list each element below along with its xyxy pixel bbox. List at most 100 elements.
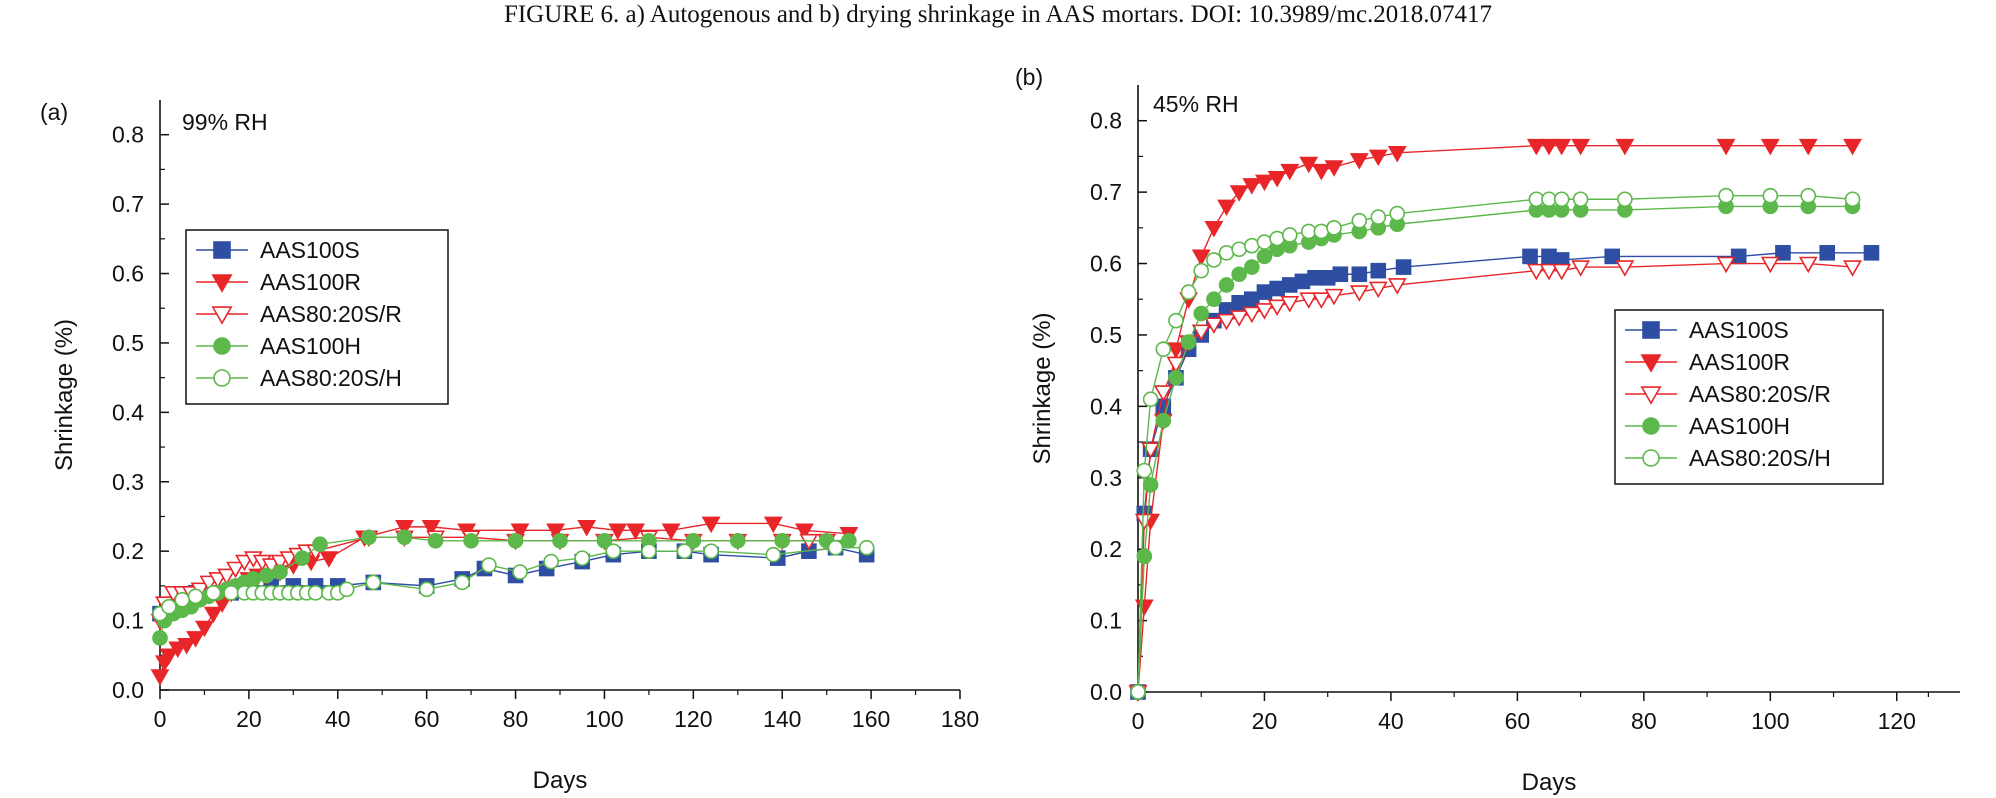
data-point (1229, 185, 1249, 202)
data-point (1242, 306, 1262, 324)
legend: AAS100S AAS100R AAS80:20S/R AAS100H AAS80:20… (185, 229, 449, 405)
x-tick-label: 40 (325, 706, 351, 732)
data-point (1718, 187, 1734, 204)
data-point (626, 523, 645, 541)
data-point (294, 550, 311, 566)
data-point (1313, 223, 1330, 240)
panel-label: (a) (40, 99, 68, 125)
data-point (150, 669, 170, 686)
y-tick-label: 0.0 (1090, 679, 1122, 705)
data-point (1204, 220, 1224, 238)
data-point (1640, 354, 1662, 373)
data-point (1571, 138, 1591, 156)
data-point (1604, 248, 1621, 265)
data-point (703, 543, 719, 559)
legend-entry: AAS100H (196, 333, 361, 359)
data-point (1193, 305, 1210, 322)
data-point (827, 539, 844, 556)
data-point (454, 574, 471, 591)
data-point (546, 523, 565, 541)
data-point (1193, 262, 1210, 279)
data-point (1642, 449, 1660, 467)
data-point (1155, 412, 1172, 429)
data-point (1798, 256, 1818, 274)
data-point (1324, 288, 1344, 306)
data-point (1269, 230, 1285, 247)
data-point (361, 529, 377, 546)
data-point (217, 568, 237, 586)
data-point (1522, 248, 1538, 265)
data-point (1370, 262, 1387, 279)
data-point (463, 532, 479, 549)
data-point (1217, 313, 1236, 331)
data-point (543, 553, 559, 570)
data-point (1526, 263, 1546, 281)
rh-annotation: 99% RH (182, 109, 268, 135)
legend-label: AAS80:20S/H (260, 365, 402, 391)
data-point (1843, 260, 1862, 277)
x-tick-label: 20 (1252, 708, 1278, 734)
data-point (319, 551, 339, 568)
data-point (1642, 321, 1660, 339)
data-point (1640, 386, 1662, 405)
data-point (1349, 285, 1369, 302)
x-tick-label: 80 (503, 706, 529, 732)
data-point (1615, 138, 1635, 156)
data-point (1256, 234, 1273, 250)
x-tick-label: 60 (414, 706, 440, 732)
data-point (763, 516, 783, 534)
y-tick-label: 0.2 (112, 538, 144, 564)
data-point (1716, 138, 1736, 156)
data-point (552, 532, 568, 549)
chart-panel-a: 0.0 0.1 0.2 0.3 0.4 0.5 0.6 0.7 0.8 0 20 40 60 80 100 1… (40, 99, 979, 794)
data-point (1730, 248, 1747, 265)
data-point (307, 585, 324, 601)
data-point (427, 532, 444, 549)
data-point (1191, 324, 1211, 342)
panel-label: (b) (1015, 64, 1043, 90)
legend-label: AAS100S (1689, 317, 1789, 343)
data-point (1229, 310, 1249, 327)
data-point (574, 550, 591, 566)
figure-caption: FIGURE 6. a) Autogenous and b) drying sh… (503, 1, 1493, 28)
data-point (205, 585, 222, 601)
x-tick-label: 180 (941, 706, 979, 732)
rh-annotation: 45% RH (1153, 91, 1239, 117)
data-point (1844, 191, 1861, 208)
x-tick-label: 100 (1751, 708, 1789, 734)
series-aas100h (152, 529, 857, 646)
data-point (312, 536, 328, 553)
data-point (765, 546, 782, 563)
data-point (1760, 138, 1780, 156)
x-axis-title: Days (1522, 769, 1577, 796)
data-point (245, 571, 262, 587)
data-point (211, 274, 233, 293)
data-point (1142, 391, 1159, 408)
data-point (1863, 245, 1880, 261)
data-point (1395, 259, 1412, 275)
legend-label: AAS100R (1689, 349, 1790, 375)
y-tick-label: 0.1 (112, 608, 144, 634)
series-aas80-20s-r (1128, 256, 1862, 702)
data-point (1326, 220, 1342, 236)
data-point (1760, 256, 1780, 274)
data-point (1204, 317, 1224, 334)
x-tick-label: 120 (674, 706, 712, 732)
data-point (211, 306, 233, 325)
data-point (1218, 277, 1235, 293)
data-point (1775, 245, 1791, 261)
data-point (729, 532, 746, 549)
x-tick-label: 100 (585, 706, 623, 732)
x-tick-label: 140 (763, 706, 801, 732)
y-tick-label: 0.7 (1090, 179, 1122, 205)
data-point (1255, 303, 1274, 320)
y-tick-label: 0.4 (1090, 393, 1122, 419)
data-point (1218, 245, 1235, 261)
data-point (510, 523, 530, 541)
data-point (1256, 248, 1273, 265)
legend-label: AAS100R (260, 269, 361, 295)
x-tick-label: 0 (154, 706, 167, 732)
data-point (1299, 292, 1319, 309)
data-point (795, 523, 814, 541)
